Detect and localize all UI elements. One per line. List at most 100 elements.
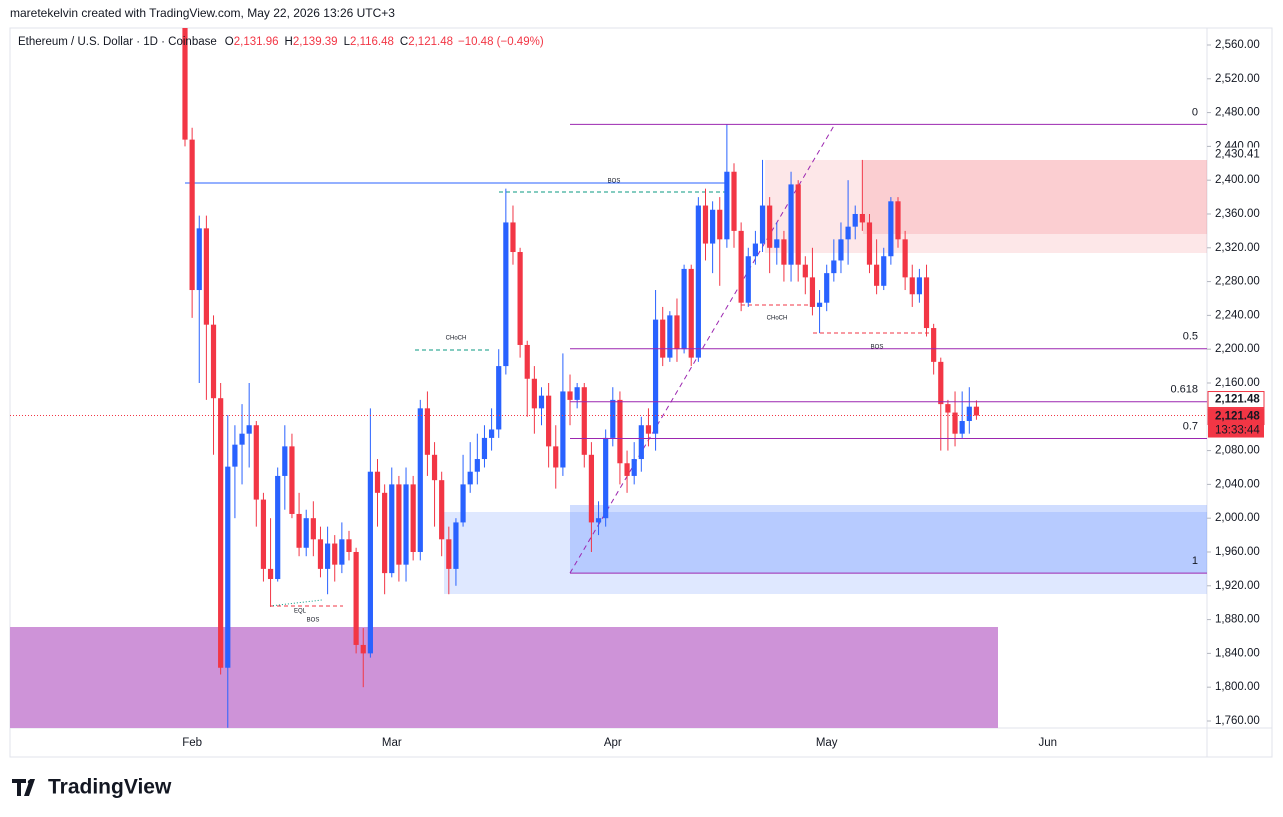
- candles: [182, 28, 980, 728]
- candle-body: [710, 209, 716, 244]
- logo: [12, 779, 35, 796]
- structure-label: BOS: [608, 179, 621, 185]
- candle-body: [524, 344, 530, 379]
- candle-body: [538, 395, 545, 409]
- candle-body: [959, 421, 965, 434]
- y-tick-label: 2,280.00: [1215, 276, 1260, 288]
- candle-body: [809, 277, 816, 307]
- candle-body: [496, 366, 502, 430]
- candle-body: [553, 446, 559, 468]
- candle-body: [617, 399, 623, 464]
- candle-body: [774, 239, 780, 248]
- y-tick-label: 2,400.00: [1215, 174, 1260, 186]
- y-tick-label: 1,840.00: [1215, 647, 1260, 659]
- candle-body: [546, 395, 552, 447]
- structure-label: CHoCH: [446, 336, 467, 342]
- structure-label: EQL: [294, 609, 307, 615]
- ohlc-key: L: [344, 36, 351, 48]
- candle-body: [446, 539, 452, 569]
- fib-label: 0.618: [1170, 384, 1198, 396]
- candle-body: [831, 260, 837, 274]
- candle-body: [660, 319, 666, 358]
- candle-body: [895, 201, 901, 240]
- y-tick-label: 2,040.00: [1215, 478, 1260, 490]
- candle-body: [253, 425, 259, 500]
- price-label-box: [1208, 147, 1264, 162]
- candle-body: [938, 361, 944, 405]
- ohlc-value: 2,121.48: [408, 36, 453, 48]
- countdown-box: [1208, 423, 1264, 438]
- candle-body: [588, 454, 595, 523]
- candle-body: [460, 484, 466, 523]
- candle-body: [759, 205, 766, 244]
- y-tick-label: 2,080.00: [1215, 445, 1260, 457]
- candle-body: [852, 213, 858, 227]
- x-tick-label: May: [816, 737, 838, 749]
- candle-body: [652, 319, 659, 434]
- candle-body: [638, 425, 644, 460]
- candle-body: [517, 252, 523, 345]
- candle-body: [824, 273, 830, 303]
- last-price-label: 2,121.48: [1215, 411, 1260, 423]
- symbol-title: Ethereum / U.S. Dollar · 1D · Coinbase: [18, 36, 217, 48]
- candle-body: [488, 429, 495, 438]
- eql-line: [269, 599, 323, 607]
- candle-body: [182, 28, 188, 140]
- structure-label: CHoCH: [767, 316, 788, 322]
- order-block: [570, 505, 1207, 573]
- candle-body: [189, 139, 195, 291]
- candle-body: [738, 230, 744, 303]
- candle-body: [881, 256, 887, 286]
- y-tick-label: 2,200.00: [1215, 343, 1260, 355]
- chart-frame: [9, 27, 1273, 758]
- y-tick-label: 2,160.00: [1215, 377, 1260, 389]
- candle-body: [374, 471, 381, 493]
- candle-body: [688, 268, 694, 358]
- candle-body: [439, 480, 445, 540]
- ohlc-value: 2,131.96: [234, 36, 279, 48]
- candle-body: [838, 239, 844, 261]
- candle-body: [923, 277, 930, 329]
- candle-body: [424, 408, 431, 455]
- ohlc-key: H: [285, 36, 293, 48]
- candle-body: [282, 446, 288, 476]
- candle-body: [674, 315, 680, 350]
- candle-body: [560, 391, 566, 468]
- ohlc-key: C: [400, 36, 408, 48]
- candle-body: [417, 408, 423, 552]
- candle-body: [595, 518, 602, 523]
- countdown: 13:33:44: [1215, 425, 1260, 437]
- candle-body: [767, 205, 773, 248]
- drawings: [10, 123, 1207, 728]
- candle-body: [695, 205, 701, 358]
- x-tick-label: Apr: [604, 737, 622, 749]
- candle-body: [902, 239, 908, 278]
- price-label: 2,430.41: [1215, 149, 1260, 161]
- candle-body: [567, 391, 573, 400]
- candle-body: [275, 475, 281, 580]
- candle-body: [952, 412, 958, 434]
- candle-body: [645, 425, 652, 434]
- candle-body: [973, 406, 980, 416]
- candle-body: [874, 264, 880, 286]
- fib-label: 1: [1192, 555, 1198, 567]
- candle-body: [945, 404, 951, 413]
- y-tick-label: 2,480.00: [1215, 107, 1260, 119]
- candle-body: [289, 446, 295, 514]
- candle-body: [325, 543, 331, 569]
- candle-body: [624, 463, 630, 476]
- candle-body: [210, 324, 217, 399]
- candle-body: [717, 209, 723, 240]
- legend: Ethereum / U.S. Dollar · 1D · Coinbase O2…: [18, 36, 544, 48]
- candle-body: [317, 539, 324, 569]
- candle-body: [481, 437, 488, 460]
- candle-body: [603, 437, 609, 519]
- supply-zone: [765, 160, 1207, 253]
- candle-body: [382, 492, 388, 574]
- candle-body: [367, 471, 373, 654]
- candle-body: [781, 239, 787, 265]
- ohlc: O2,131.96 H2,139.39 L2,116.48 C2,121.48 −10.…: [225, 36, 544, 48]
- attribution: maretekelvin created with TradingView.co…: [10, 6, 395, 20]
- candle-body: [795, 184, 801, 265]
- candle-body: [353, 551, 359, 645]
